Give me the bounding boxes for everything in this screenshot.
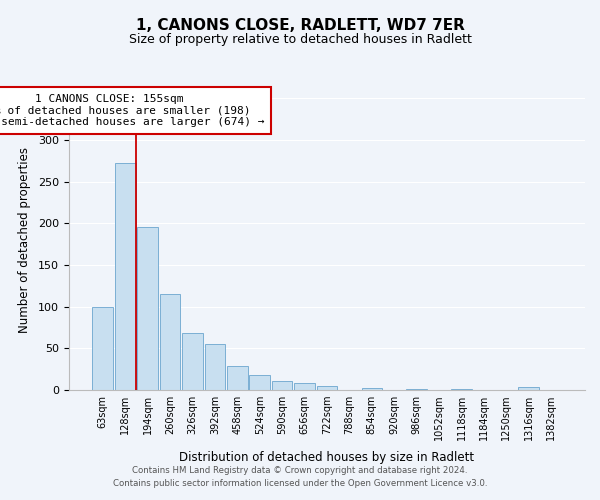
Bar <box>250 375 270 390</box>
Bar <box>518 386 539 390</box>
X-axis label: Distribution of detached houses by size in Radlett: Distribution of detached houses by size … <box>179 452 475 464</box>
Bar <box>227 366 248 390</box>
Bar <box>115 164 136 390</box>
Bar <box>362 388 382 390</box>
Bar <box>92 306 113 390</box>
Bar <box>160 294 181 390</box>
Bar <box>451 389 472 390</box>
Bar <box>182 332 203 390</box>
Bar <box>272 381 292 390</box>
Bar <box>294 384 315 390</box>
Text: Size of property relative to detached houses in Radlett: Size of property relative to detached ho… <box>128 32 472 46</box>
Text: 1 CANONS CLOSE: 155sqm
← 23% of detached houses are smaller (198)
77% of semi-de: 1 CANONS CLOSE: 155sqm ← 23% of detached… <box>0 94 264 128</box>
Bar <box>406 389 427 390</box>
Bar <box>205 344 225 390</box>
Y-axis label: Number of detached properties: Number of detached properties <box>18 147 31 333</box>
Bar <box>317 386 337 390</box>
Text: 1, CANONS CLOSE, RADLETT, WD7 7ER: 1, CANONS CLOSE, RADLETT, WD7 7ER <box>136 18 464 32</box>
Text: Contains HM Land Registry data © Crown copyright and database right 2024.
Contai: Contains HM Land Registry data © Crown c… <box>113 466 487 487</box>
Bar <box>137 226 158 390</box>
